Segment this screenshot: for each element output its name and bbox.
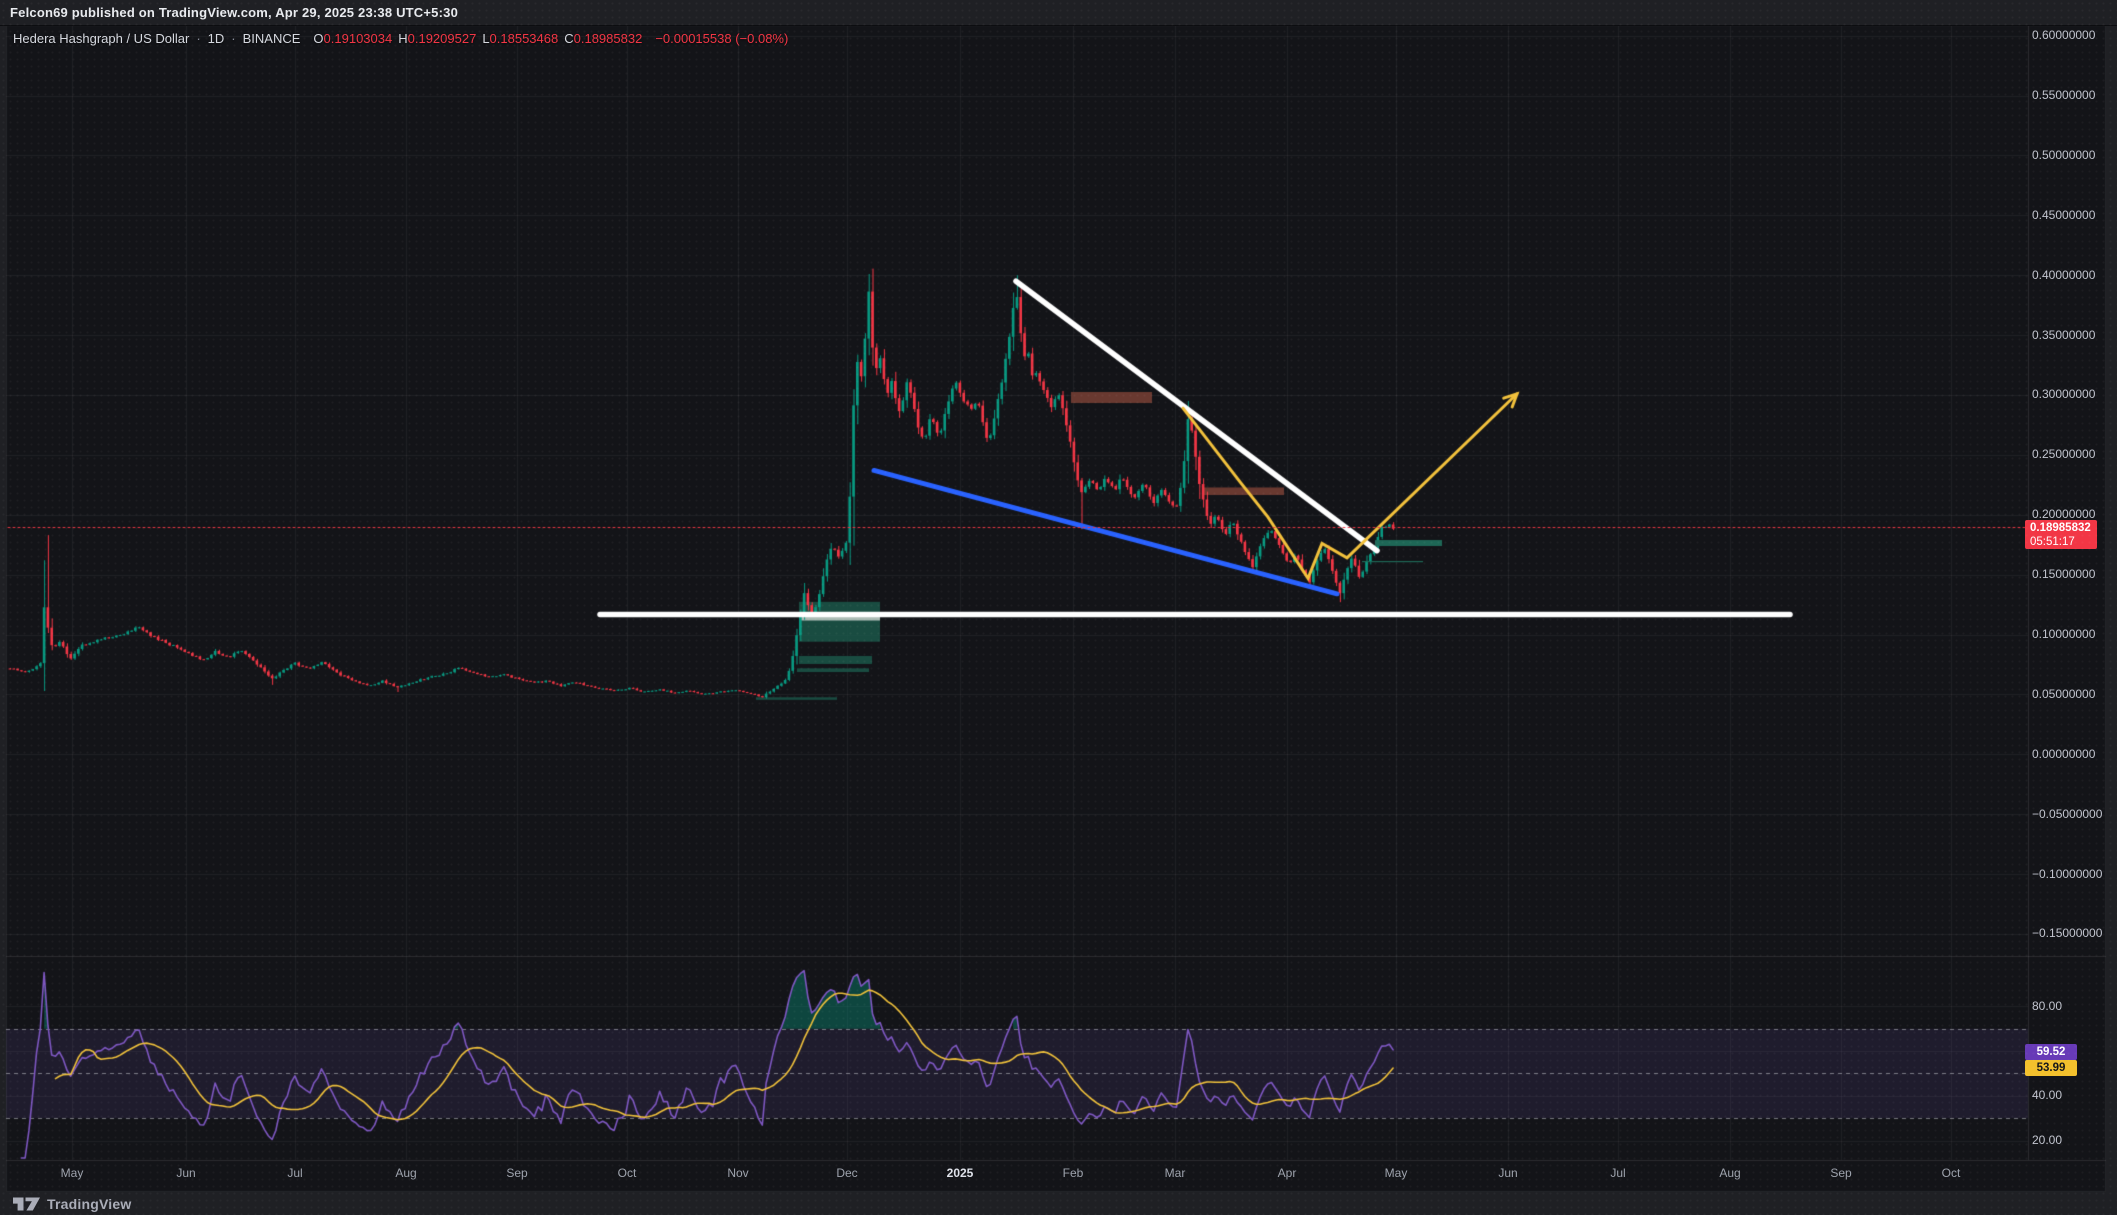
time-axis-label: Oct: [1941, 1166, 1961, 1180]
time-axis-label: 2025: [946, 1166, 974, 1180]
footer: TradingView: [0, 1192, 2117, 1215]
tradingview-brand[interactable]: TradingView: [47, 1195, 132, 1212]
price-axis-label: 0.55000000: [2032, 88, 2096, 103]
separator-dot: ·: [231, 31, 236, 46]
tradingview-logo-icon[interactable]: [13, 1196, 40, 1212]
time-axis-label: Sep: [506, 1166, 528, 1180]
time-axis-label: Apr: [1277, 1166, 1297, 1180]
time-axis-label: May: [60, 1166, 84, 1180]
price-axis-label: 0.20000000: [2032, 507, 2096, 522]
ohlc-label-high: H: [398, 31, 408, 46]
ohlc-label-low: L: [482, 31, 490, 46]
price-axis-label: 0.50000000: [2032, 147, 2096, 162]
time-axis-label: Feb: [1062, 1166, 1084, 1180]
current-price-value: 0.18985832: [2030, 521, 2091, 534]
publish-text: Felcon69 published on TradingView.com, A…: [10, 5, 459, 20]
ohlc-value-close: 0.18985832: [573, 31, 643, 46]
price-axis-label: 0.60000000: [2032, 28, 2096, 43]
time-axis-label: Jul: [1610, 1166, 1626, 1180]
time-axis-label: Jun: [176, 1166, 196, 1180]
change-label: −0.00015538 (−0.08%): [655, 31, 789, 46]
ohlc-value-low: 0.18553468: [489, 31, 559, 46]
current-price-badge: 0.18985832 05:51:17: [2025, 519, 2097, 549]
price-axis-label: 0.35000000: [2032, 327, 2096, 342]
price-axis-label: −0.05000000: [2032, 806, 2103, 821]
rsi-axis-label: 40.00: [2032, 1088, 2063, 1103]
rsi-axis-label: 80.00: [2032, 998, 2063, 1013]
price-axis-label: 0.00000000: [2032, 746, 2096, 761]
rsi-ma-badge: 53.99: [2025, 1060, 2077, 1077]
price-axis-label: 0.15000000: [2032, 567, 2096, 582]
price-axis-label: 0.10000000: [2032, 627, 2096, 642]
time-axis-label: Dec: [836, 1166, 858, 1180]
time-axis-label: Sep: [1830, 1166, 1852, 1180]
exchange-label[interactable]: BINANCE: [242, 31, 301, 46]
interval-label[interactable]: 1D: [207, 31, 225, 46]
price-axis-label: −0.10000000: [2032, 866, 2103, 881]
price-axis-label: 0.25000000: [2032, 447, 2096, 462]
price-axis-label: 0.45000000: [2032, 207, 2096, 222]
time-axis-label: Jul: [287, 1166, 303, 1180]
price-axis-label: −0.15000000: [2032, 926, 2103, 941]
time-axis-label: Aug: [1719, 1166, 1741, 1180]
time-axis-label: May: [1384, 1166, 1408, 1180]
time-axis-label: Oct: [617, 1166, 637, 1180]
separator-dot: ·: [196, 31, 201, 46]
rsi-value-badge: 59.52: [2025, 1044, 2077, 1061]
ohlc-label-open: O: [313, 31, 324, 46]
rsi-axis-label: 20.00: [2032, 1133, 2063, 1148]
price-axis-label: 0.05000000: [2032, 686, 2096, 701]
ohlc-label-close: C: [564, 31, 574, 46]
price-axis-label: 0.40000000: [2032, 267, 2096, 282]
ohlc-values: O0.19103034 H0.19209527 L0.18553468 C0.1898…: [307, 31, 642, 46]
publish-bar: Felcon69 published on TradingView.com, A…: [0, 0, 2117, 26]
symbol-info-row: Hedera Hashgraph / US Dollar · 1D · BINA…: [13, 31, 788, 46]
ohlc-value-open: 0.19103034: [323, 31, 393, 46]
time-axis-label: Aug: [395, 1166, 417, 1180]
ohlc-value-high: 0.19209527: [407, 31, 477, 46]
time-axis-label: Nov: [727, 1166, 749, 1180]
time-axis-label: Jun: [1498, 1166, 1518, 1180]
bar-countdown: 05:51:17: [2030, 535, 2075, 548]
price-axis-label: 0.30000000: [2032, 387, 2096, 402]
time-axis-label: Mar: [1164, 1166, 1186, 1180]
symbol-title[interactable]: Hedera Hashgraph / US Dollar: [13, 31, 190, 46]
